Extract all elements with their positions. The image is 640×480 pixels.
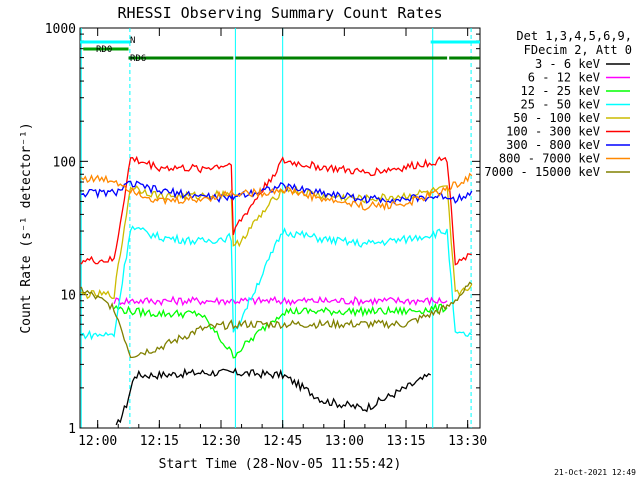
y-tick-label: 10 <box>60 289 76 304</box>
series-line-7000-15000-kev <box>80 281 473 359</box>
x-tick-label: 13:15 <box>386 434 425 449</box>
y-tick-label: 100 <box>53 155 76 170</box>
legend-entry-label: 6 - 12 keV <box>528 71 600 85</box>
legend-entry-label: 3 - 6 keV <box>535 57 600 71</box>
x-tick-label: 12:45 <box>263 434 302 449</box>
flag-rd6-label: RD6 <box>130 54 146 64</box>
legend-entry-label: 300 - 800 keV <box>506 138 600 152</box>
plot-frame <box>79 27 481 429</box>
legend-entry-label: 25 - 50 keV <box>521 98 600 112</box>
x-tick-label: 13:30 <box>448 434 487 449</box>
series-line-6-12-kev <box>113 295 448 307</box>
y-tick-label: 1000 <box>45 22 76 37</box>
series-line-3-6-kev <box>115 367 432 426</box>
y-tick-label: 1 <box>68 422 76 437</box>
series-line-300-800-kev <box>80 180 473 205</box>
series-line-12-25-kev <box>113 302 448 359</box>
series-line-800-7000-kev <box>80 172 473 211</box>
y-axis-label: Count Rate (s⁻¹ detector⁻¹) <box>19 122 34 333</box>
flag-n-label: N <box>130 36 135 46</box>
legend-entry-label: 12 - 25 keV <box>521 84 600 98</box>
x-tick-label: 12:00 <box>78 434 117 449</box>
x-tick-label: 13:00 <box>325 434 364 449</box>
legend-entry-label: 50 - 100 keV <box>513 111 600 125</box>
legend-header: Det 1,3,4,5,6,9, <box>516 29 632 43</box>
x-axis-label: Start Time (28-Nov-05 11:55:42) <box>159 457 402 472</box>
legend: Det 1,3,4,5,6,9,FDecim 2, Att 03 - 6 keV… <box>484 29 632 179</box>
legend-entry-label: 100 - 300 keV <box>506 125 600 139</box>
x-tick-label: 12:15 <box>140 434 179 449</box>
chart-title: RHESSI Observing Summary Count Rates <box>117 4 442 22</box>
timestamp: 21-Oct-2021 12:49 <box>554 468 636 477</box>
series-line-25-50-kev <box>81 225 473 341</box>
legend-entry-label: 800 - 7000 keV <box>499 152 600 166</box>
series-line-100-300-kev <box>80 155 472 266</box>
legend-header: FDecim 2, Att 0 <box>524 43 632 57</box>
legend-entry-label: 7000 - 15000 keV <box>484 165 600 179</box>
plot-area: 1 10 100 1000 12:00 12:15 12:30 12:45 13:00 13:15… <box>45 22 488 449</box>
series-line-50-100-kev <box>80 185 473 300</box>
flag-rd0-label: RD0 <box>96 45 112 55</box>
x-tick-label: 12:30 <box>201 434 240 449</box>
